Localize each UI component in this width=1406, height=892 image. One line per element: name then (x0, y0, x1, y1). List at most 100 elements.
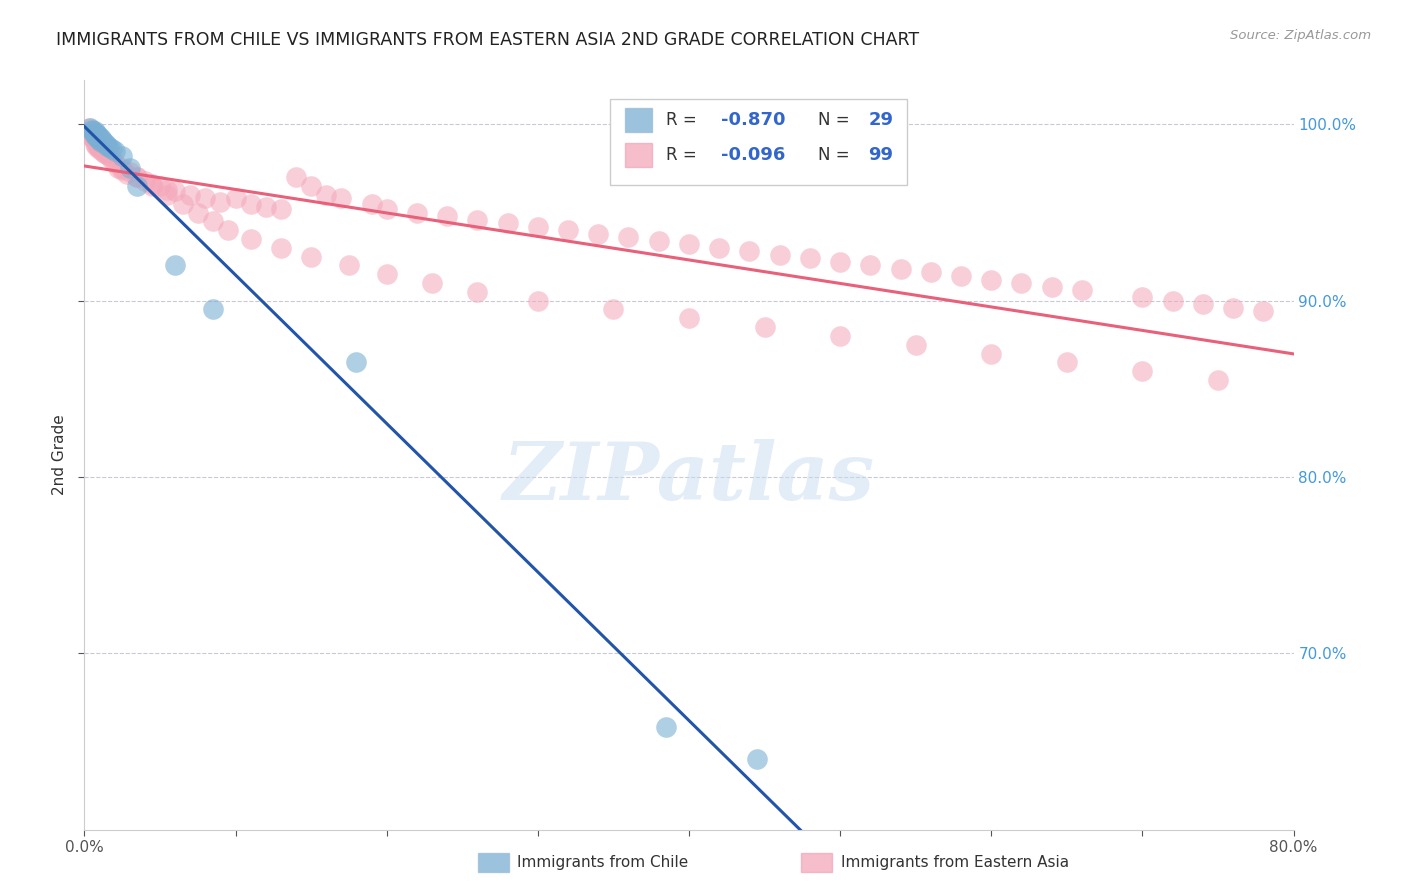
Point (84, 136, 107, 151)
Point (111, 149, 134, 163)
Point (134, 174, 156, 188)
Point (156, 183, 179, 197)
Point (91, 133, 114, 147)
Point (467, 285, 489, 299)
Point (330, 191, 353, 205)
Point (217, 223, 239, 237)
Point (859, 259, 882, 273)
Point (104, 156, 127, 170)
Text: ZIPatlas: ZIPatlas (503, 439, 875, 516)
Point (285, 170, 308, 185)
Point (104, 144, 127, 158)
Point (79, 128, 101, 142)
Text: Immigrants from Eastern Asia: Immigrants from Eastern Asia (841, 855, 1069, 870)
Point (96, 138, 118, 153)
Text: N =: N = (818, 111, 855, 129)
Point (406, 205, 429, 219)
Point (115, 167, 138, 181)
Point (980, 346, 1002, 360)
Point (77, 120, 100, 135)
Point (201, 214, 224, 228)
FancyBboxPatch shape (624, 108, 652, 132)
Point (187, 205, 209, 219)
Point (678, 311, 700, 326)
Point (111, 163, 134, 178)
Point (93, 145, 115, 160)
Point (80, 126, 103, 140)
Point (165, 259, 187, 273)
Point (87, 136, 110, 151)
Text: Immigrants from Chile: Immigrants from Chile (517, 855, 689, 870)
Text: -0.096: -0.096 (721, 146, 785, 164)
Point (602, 302, 624, 317)
Point (94, 147, 117, 161)
Point (90, 140, 112, 154)
FancyBboxPatch shape (624, 144, 652, 167)
FancyBboxPatch shape (610, 99, 907, 186)
Point (270, 241, 292, 255)
Point (299, 179, 322, 194)
Point (86, 138, 108, 153)
Text: R =: R = (666, 111, 703, 129)
Point (496, 216, 519, 230)
Point (655, 720, 678, 734)
Point (82, 128, 104, 142)
Point (82, 126, 104, 140)
Point (1206, 373, 1229, 387)
Point (172, 196, 194, 211)
Point (830, 329, 852, 343)
Point (1222, 301, 1244, 315)
Point (118, 165, 141, 179)
Point (678, 237, 700, 252)
Point (588, 227, 610, 241)
Point (557, 223, 579, 237)
Point (920, 265, 942, 279)
Point (89, 138, 111, 153)
Point (141, 179, 163, 194)
Point (82, 124, 104, 138)
Point (94, 136, 117, 151)
Point (904, 337, 927, 351)
Point (745, 752, 768, 766)
Text: 99: 99 (869, 146, 893, 164)
Point (86, 135, 108, 149)
Point (527, 219, 550, 234)
Point (82, 131, 104, 145)
Point (97, 149, 120, 163)
Point (1192, 297, 1215, 311)
Point (194, 191, 217, 205)
Point (96, 145, 118, 160)
Point (830, 255, 852, 269)
Point (337, 259, 360, 273)
Point (79, 124, 101, 138)
Point (375, 267, 398, 281)
Point (346, 355, 368, 369)
Point (1253, 304, 1275, 318)
Point (111, 161, 134, 176)
Point (97, 140, 120, 154)
Point (617, 230, 640, 244)
Point (87, 131, 110, 145)
Text: Source: ZipAtlas.com: Source: ZipAtlas.com (1230, 29, 1371, 42)
Point (239, 196, 262, 211)
Point (84, 124, 107, 138)
Point (149, 179, 172, 194)
Point (270, 202, 292, 216)
Point (80, 129, 103, 144)
Point (84, 133, 107, 147)
Point (107, 161, 129, 176)
Point (87, 140, 110, 154)
Point (179, 187, 201, 202)
Point (90, 135, 112, 149)
Point (127, 170, 149, 185)
Point (165, 185, 187, 199)
Point (127, 170, 149, 185)
Point (436, 209, 458, 223)
Point (156, 187, 179, 202)
Point (127, 179, 149, 194)
Point (79, 120, 101, 135)
Point (299, 250, 322, 264)
Point (80, 122, 103, 136)
Point (527, 293, 550, 308)
Point (1130, 364, 1153, 378)
